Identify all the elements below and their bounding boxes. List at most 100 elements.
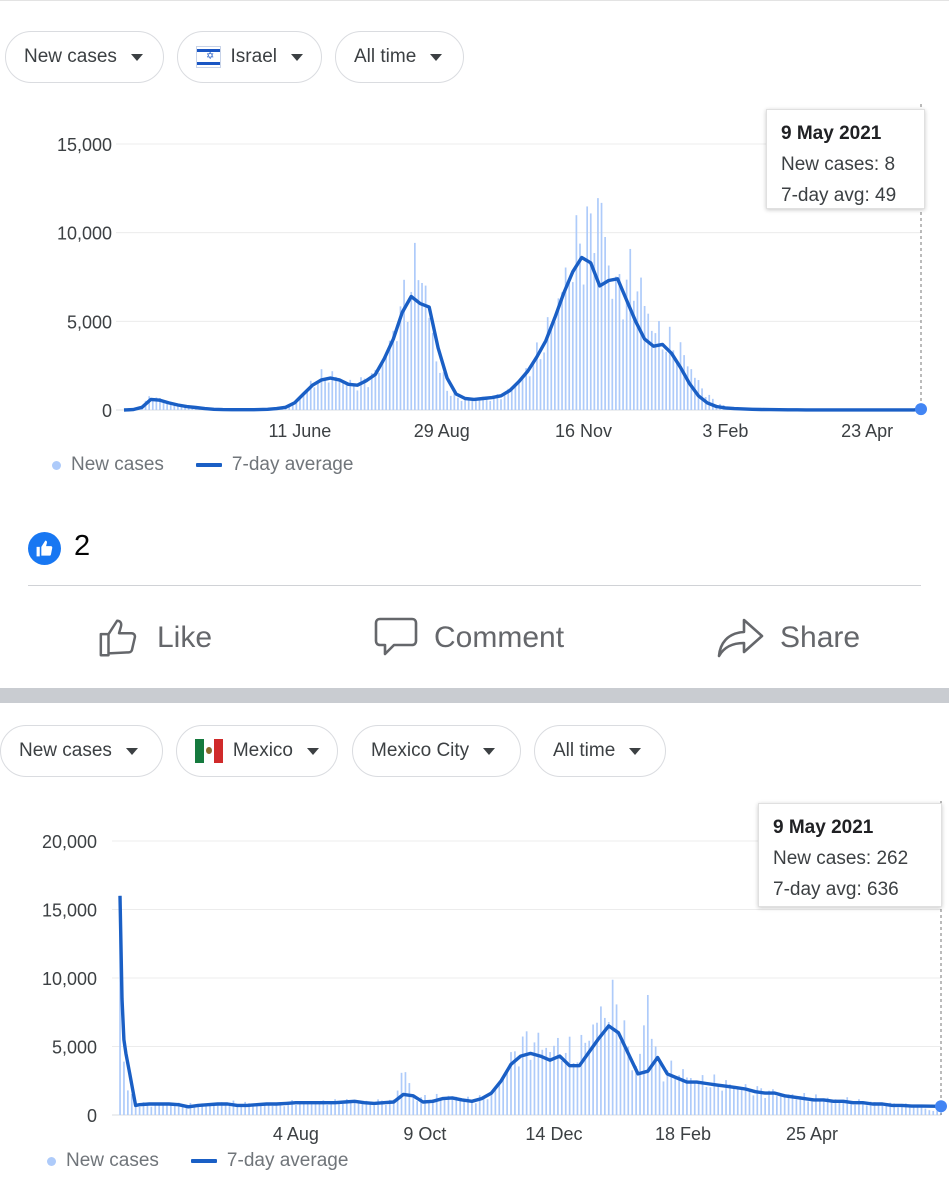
new-cases-bar xyxy=(345,383,348,410)
new-cases-bar xyxy=(244,1101,247,1115)
new-cases-bar xyxy=(413,242,416,410)
new-cases-bar xyxy=(858,1099,860,1115)
new-cases-bar xyxy=(314,1103,317,1115)
new-cases-bar xyxy=(166,1104,168,1115)
share-button[interactable]: Share xyxy=(716,612,860,664)
new-cases-bar xyxy=(356,390,359,410)
bar-legend-dot-icon xyxy=(47,1156,56,1166)
new-cases-bar xyxy=(500,399,502,410)
new-cases-bar xyxy=(568,1036,571,1115)
new-cases-bar xyxy=(453,392,456,410)
new-cases-bar xyxy=(912,1105,915,1115)
like-reaction-icon[interactable] xyxy=(28,532,61,565)
metric-dropdown[interactable]: New cases xyxy=(0,725,163,777)
new-cases-bar xyxy=(467,398,470,410)
country-dropdown[interactable]: ✡ Israel xyxy=(177,31,322,83)
new-cases-bars xyxy=(119,895,942,1115)
new-cases-bar xyxy=(643,305,646,410)
comment-bubble-icon xyxy=(374,617,418,656)
israel-cases-chart[interactable]: 0 5,000 10,000 15,000 11 June 29 Aug 16 Nov 3 F… xyxy=(0,1,949,506)
legend-7-day-average: 7-day average xyxy=(231,454,354,475)
new-cases-bar xyxy=(338,379,341,410)
new-cases-bar xyxy=(169,403,172,410)
tooltip-avg: 7-day avg: 636 xyxy=(773,879,899,900)
new-cases-bar xyxy=(267,1103,270,1115)
new-cases-bar xyxy=(869,1101,872,1115)
time-range-dropdown[interactable]: All time xyxy=(335,31,464,83)
new-cases-bar xyxy=(330,1103,333,1115)
new-cases-bar xyxy=(721,1090,723,1115)
new-cases-bar xyxy=(592,1024,594,1115)
new-cases-bar xyxy=(854,1104,856,1115)
new-cases-bar xyxy=(537,1032,540,1115)
metric-dropdown[interactable]: New cases xyxy=(5,31,164,83)
country-dropdown[interactable]: Mexico xyxy=(176,725,338,777)
new-cases-bar xyxy=(275,1102,278,1115)
new-cases-bar xyxy=(615,276,617,410)
new-cases-bar xyxy=(421,282,423,410)
region-dropdown[interactable]: Mexico City xyxy=(352,725,521,777)
time-range-dropdown[interactable]: All time xyxy=(534,725,666,777)
new-cases-bar xyxy=(428,317,431,410)
new-cases-bar xyxy=(603,1017,606,1115)
like-count[interactable]: 2 xyxy=(74,530,91,562)
new-cases-bar xyxy=(449,395,452,410)
new-cases-bar xyxy=(682,1069,684,1115)
new-cases-bar xyxy=(170,1104,172,1115)
x-tick-label: 9 Oct xyxy=(403,1124,446,1144)
legend-new-cases: New cases xyxy=(66,1150,159,1171)
new-cases-bar xyxy=(615,1004,618,1115)
new-cases-bar xyxy=(607,265,610,410)
new-cases-bar xyxy=(306,389,308,410)
new-cases-bar xyxy=(557,298,560,410)
new-cases-bar xyxy=(388,1099,391,1115)
new-cases-bar xyxy=(365,1100,368,1115)
x-tick-label: 3 Feb xyxy=(702,421,748,441)
new-cases-bar xyxy=(564,1052,567,1115)
new-cases-bar xyxy=(776,1096,778,1115)
new-cases-bar xyxy=(322,1100,325,1115)
new-cases-bar xyxy=(665,351,668,410)
new-cases-bar xyxy=(318,1102,321,1115)
new-cases-bar xyxy=(416,1101,419,1115)
new-cases-bar xyxy=(396,1090,399,1115)
tooltip-date: 9 May 2021 xyxy=(781,123,882,144)
tooltip-new-cases: New cases: 8 xyxy=(781,154,896,175)
x-tick-label: 11 June xyxy=(269,421,332,441)
new-cases-bar xyxy=(464,398,466,410)
new-cases-bar xyxy=(162,1104,164,1115)
like-button[interactable]: Like xyxy=(97,612,212,664)
new-cases-bar xyxy=(639,1053,641,1115)
new-cases-bar xyxy=(327,382,330,410)
new-cases-bar xyxy=(374,369,377,410)
new-cases-bar xyxy=(842,1101,845,1115)
new-cases-bar xyxy=(678,1075,680,1115)
mexico-city-cases-chart[interactable]: 0 5,000 10,000 15,000 20,000 4 Aug 9 Oct 14 Dec… xyxy=(0,703,949,1200)
new-cases-bar xyxy=(643,1025,645,1115)
new-cases-bar xyxy=(768,1090,770,1115)
y-tick-label: 0 xyxy=(87,1106,97,1126)
new-cases-bar xyxy=(579,243,581,410)
comment-button[interactable]: Comment xyxy=(372,612,564,664)
new-cases-bar xyxy=(146,1102,149,1115)
new-cases-bar xyxy=(492,395,495,410)
hover-point xyxy=(915,403,927,416)
chart-legend: New cases 7-day average xyxy=(52,454,353,476)
new-cases-bar xyxy=(539,359,542,410)
new-cases-bar xyxy=(209,1105,211,1115)
new-cases-bar xyxy=(180,406,183,410)
new-cases-bar xyxy=(185,1105,188,1115)
new-cases-bar xyxy=(357,1101,360,1115)
new-cases-bar xyxy=(893,1103,895,1115)
new-cases-bar xyxy=(478,1095,481,1115)
new-cases-bar xyxy=(159,398,161,410)
new-cases-bar xyxy=(467,1096,469,1115)
new-cases-bar xyxy=(326,1104,329,1115)
x-tick-label: 23 Apr xyxy=(841,421,893,441)
new-cases-bar xyxy=(604,237,606,410)
new-cases-bar xyxy=(302,395,305,410)
new-cases-bar xyxy=(557,1037,559,1115)
x-tick-label: 18 Feb xyxy=(655,1124,711,1144)
new-cases-bar xyxy=(373,1105,376,1115)
y-tick-label: 5,000 xyxy=(67,312,112,332)
